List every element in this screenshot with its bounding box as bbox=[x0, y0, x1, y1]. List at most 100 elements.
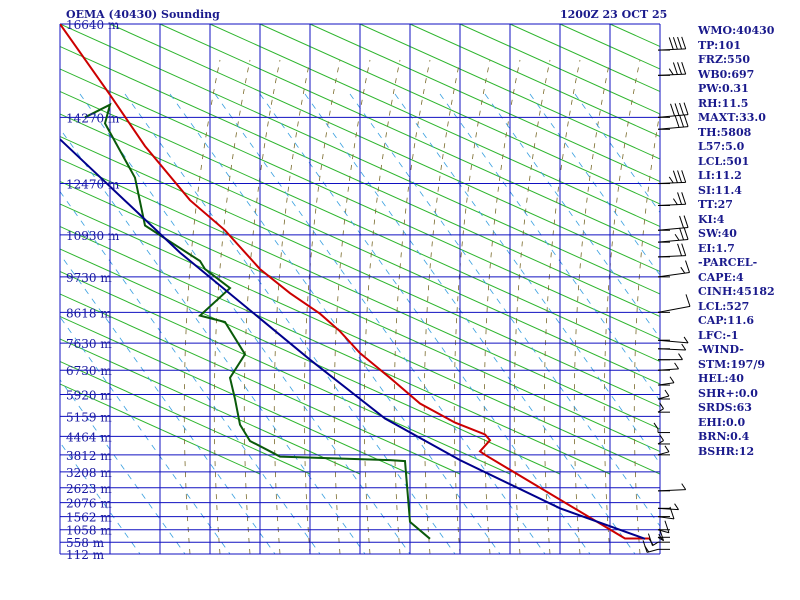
wind-barb-flag bbox=[679, 102, 685, 116]
isotherm-line bbox=[60, 68, 660, 340]
height-label: 3812 m bbox=[66, 449, 112, 463]
isotherm-line bbox=[60, 90, 660, 363]
wind-barb-flag bbox=[669, 506, 675, 520]
isotherm-line bbox=[60, 113, 660, 385]
wind-barb-shaft bbox=[657, 451, 670, 456]
wind-barb-flag bbox=[677, 192, 683, 205]
wind-barb-flag bbox=[664, 445, 670, 453]
wind-barb-shaft bbox=[646, 548, 659, 553]
moist-adiabat bbox=[393, 59, 431, 554]
height-label: 7630 m bbox=[66, 337, 112, 351]
isotherm-line bbox=[309, 24, 660, 183]
height-label: 8618 m bbox=[66, 306, 112, 320]
index-item: CAPE:4 bbox=[698, 270, 744, 284]
wind-barb bbox=[657, 243, 687, 258]
wind-barb bbox=[657, 227, 689, 243]
wind-barb bbox=[657, 503, 679, 511]
valid-time: 1200Z 23 OCT 25 bbox=[560, 8, 668, 21]
wind-barb bbox=[657, 260, 690, 278]
mixing-ratio-line bbox=[259, 93, 591, 554]
height-label: 112 m bbox=[66, 548, 105, 562]
index-item: EHI:0.0 bbox=[698, 415, 746, 429]
moist-adiabat bbox=[333, 59, 371, 554]
wind-barb bbox=[657, 62, 687, 76]
index-item: BSHR:12 bbox=[698, 444, 755, 458]
wind-barb bbox=[657, 402, 670, 413]
wind-barbs bbox=[642, 36, 691, 553]
height-label: 5920 m bbox=[66, 388, 112, 402]
wind-barb-flag bbox=[679, 215, 685, 229]
height-label: 2623 m bbox=[66, 482, 112, 496]
wind-barb bbox=[657, 102, 689, 118]
wind-barb bbox=[657, 376, 675, 386]
height-label: 3208 m bbox=[66, 466, 112, 480]
isotherm-line bbox=[209, 24, 660, 228]
mixing-ratio-line bbox=[79, 93, 411, 554]
height-label: 558 m bbox=[66, 536, 105, 550]
isotherm-line bbox=[60, 383, 261, 475]
wind-barb-shaft bbox=[657, 395, 670, 400]
mixing-ratio-line bbox=[60, 441, 141, 554]
wind-barb-flag bbox=[672, 170, 678, 183]
wind-barb bbox=[657, 192, 687, 206]
index-item: LFC:-1 bbox=[698, 328, 739, 342]
mixing-ratio-line bbox=[124, 93, 456, 554]
wind-barb bbox=[657, 343, 687, 351]
height-label: 16640 m bbox=[66, 18, 120, 32]
wind-barb bbox=[657, 445, 670, 456]
moist-adiabat bbox=[603, 59, 641, 554]
height-label: 9730 m bbox=[66, 271, 112, 285]
mixing-ratio-line bbox=[60, 316, 231, 554]
wind-barb bbox=[657, 434, 670, 445]
wind-barb-flag bbox=[659, 402, 664, 409]
wind-barb-flag bbox=[681, 483, 687, 490]
index-item: CAP:11.6 bbox=[698, 314, 755, 327]
height-label: 1058 m bbox=[66, 524, 112, 538]
temperature-trace bbox=[60, 24, 650, 540]
height-label: 10930 m bbox=[66, 229, 120, 243]
moist-adiabat bbox=[453, 59, 491, 554]
moist-adiabat bbox=[573, 59, 611, 554]
wind-barb-flag bbox=[674, 103, 680, 116]
index-item: BRN:0.4 bbox=[698, 430, 750, 443]
wind-barb-flag bbox=[670, 103, 676, 116]
isotherm-line bbox=[60, 45, 660, 318]
moist-adiabat bbox=[243, 59, 281, 554]
mixing-ratio-line bbox=[214, 93, 546, 554]
index-item: TH:5808 bbox=[698, 125, 752, 139]
index-item: CINH:45182 bbox=[698, 285, 775, 298]
moist-adiabat bbox=[183, 59, 221, 554]
wind-barb bbox=[657, 506, 675, 520]
wind-barb-flag bbox=[672, 62, 678, 75]
wind-barb-flag bbox=[672, 198, 678, 205]
wind-barb-flag bbox=[659, 528, 665, 541]
moist-adiabat bbox=[633, 109, 660, 554]
wind-barb-flag bbox=[674, 233, 680, 241]
wind-barb-flag bbox=[681, 36, 687, 50]
wind-barb-flag bbox=[683, 102, 689, 115]
wind-barb bbox=[657, 294, 691, 313]
moist-adiabat bbox=[303, 59, 341, 554]
wind-barb-flag bbox=[679, 227, 685, 241]
wind-barb-flag bbox=[674, 503, 679, 510]
wind-barb bbox=[657, 353, 683, 361]
mixing-ratio-line bbox=[304, 93, 636, 554]
isotherm-line bbox=[60, 360, 311, 475]
moist-adiabat bbox=[483, 59, 521, 554]
wind-barb-flag bbox=[659, 434, 664, 441]
moist-adiabat bbox=[543, 59, 581, 554]
index-item: WB0:697 bbox=[698, 67, 755, 81]
mixing-ratio-line bbox=[60, 190, 321, 554]
wind-barb-flag bbox=[681, 243, 687, 256]
isotherm-line bbox=[60, 293, 461, 475]
wind-barb-shaft bbox=[657, 440, 664, 445]
wind-barb-flag bbox=[664, 520, 670, 533]
index-item: LCL:501 bbox=[698, 154, 750, 168]
isotherm-line bbox=[409, 24, 660, 138]
wind-barb-flag bbox=[644, 545, 650, 553]
index-item: EI:1.7 bbox=[698, 241, 735, 255]
wind-barb-flag bbox=[672, 37, 678, 50]
isotherm-line bbox=[60, 225, 611, 475]
station-title: OEMA (40430) Sounding bbox=[66, 8, 220, 21]
index-item: KI:4 bbox=[698, 212, 725, 226]
